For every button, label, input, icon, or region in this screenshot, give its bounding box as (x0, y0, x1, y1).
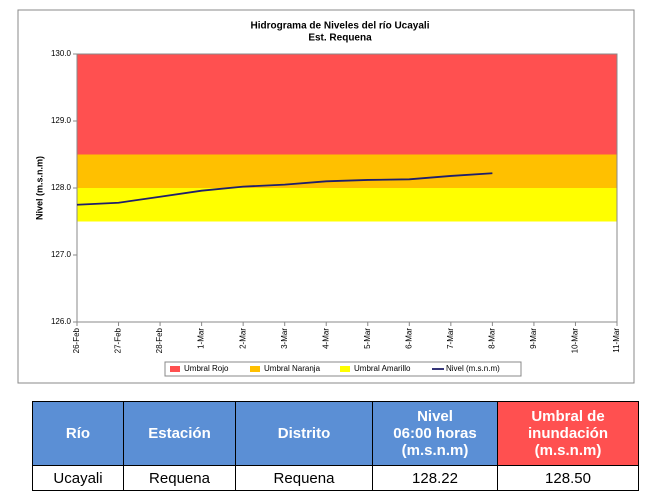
y-axis-label: Nivel (m.s.n.m) (34, 156, 44, 220)
x-tick-label: 10-Mar (571, 328, 580, 354)
header-cell: Umbral de inundación (m.s.n.m) (497, 401, 639, 466)
legend-swatch (170, 366, 180, 372)
x-tick-label: 28-Feb (155, 327, 164, 353)
x-tick-label: 4-Mar (321, 328, 330, 349)
threshold-band (77, 54, 617, 155)
legend-swatch (250, 366, 260, 372)
header-row: Río Estación Distrito Nivel 06:00 horas … (32, 401, 639, 466)
legend-label: Umbral Amarillo (354, 364, 411, 373)
data-row: Ucayali Requena Requena 128.22 128.50 (32, 465, 639, 491)
cell: Ucayali (32, 465, 124, 491)
x-tick-label: 8-Mar (487, 328, 496, 349)
cell: 128.22 (372, 465, 498, 491)
chart-subtitle: Est. Requena (308, 33, 372, 44)
y-tick-label: 128.0 (51, 183, 72, 192)
y-tick-label: 130.0 (51, 49, 72, 58)
threshold-band (77, 154, 617, 188)
x-tick-label: 11-Mar (612, 328, 621, 353)
x-tick-label: 1-Mar (197, 328, 206, 349)
x-tick-label: 7-Mar (446, 328, 455, 349)
series-line (76, 172, 493, 206)
x-tick-label: 26-Feb (72, 327, 81, 353)
header-cell: Río (32, 401, 124, 466)
x-tick-label: 9-Mar (529, 328, 538, 349)
y-tick-label: 126.0 (51, 317, 72, 326)
chart-title: Hidrograma de Niveles del río Ucayali (251, 21, 430, 32)
cell: Requena (123, 465, 236, 491)
cell: 128.50 (497, 465, 639, 491)
legend-label: Umbral Rojo (184, 364, 229, 373)
legend-label: Umbral Naranja (264, 364, 321, 373)
header-cell: Estación (123, 401, 236, 466)
threshold-band (77, 188, 617, 222)
y-tick-label: 129.0 (51, 116, 72, 125)
header-cell: Nivel 06:00 horas (m.s.n.m) (372, 401, 498, 466)
x-tick-label: 2-Mar (238, 328, 247, 349)
header-cell: Distrito (235, 401, 373, 466)
x-tick-label: 3-Mar (280, 328, 289, 349)
legend-swatch (340, 366, 350, 372)
x-tick-label: 6-Mar (404, 328, 413, 349)
x-tick-label: 5-Mar (363, 328, 372, 349)
y-tick-label: 127.0 (51, 250, 72, 259)
cell: Requena (235, 465, 373, 491)
legend-label: Nivel (m.s.n.m) (446, 364, 500, 373)
chart: Hidrograma de Niveles del río Ucayali Es… (17, 9, 635, 384)
data-table: Río Estación Distrito Nivel 06:00 horas … (32, 401, 639, 491)
x-tick-label: 27-Feb (114, 327, 123, 353)
